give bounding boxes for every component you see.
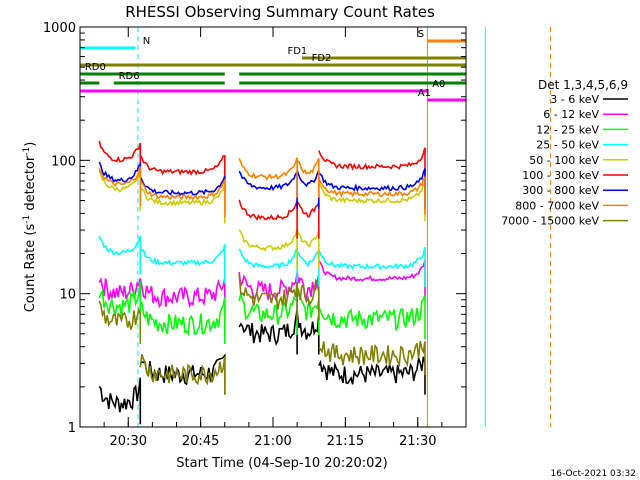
y-tick-label-3: 1000	[43, 21, 76, 36]
legend-label-8: 7000 - 15000 keV	[501, 215, 599, 228]
y-tick-label-2: 100	[51, 154, 76, 169]
legend-label-7: 800 - 7000 keV	[515, 199, 599, 212]
x-tick-label-4: 21:30	[399, 434, 436, 449]
flag-label-A0: A0	[432, 79, 445, 90]
flag-label-RD6: RD6	[119, 71, 140, 82]
chart-title: RHESSI Observing Summary Count Rates	[125, 3, 435, 21]
y-axis-label: Count Rate (s-1 detector-1)	[22, 142, 38, 313]
flag-label-RD0: RD0	[85, 62, 106, 73]
y-tick-label-0: 1	[68, 421, 76, 436]
legend-label-0: 3 - 6 keV	[550, 93, 599, 106]
legend-label-4: 50 - 100 keV	[529, 154, 599, 167]
x-axis: 20:30 20:45 21:00 21:15 21:30	[103, 27, 467, 449]
legend-label-2: 12 - 25 keV	[536, 123, 599, 136]
legend-label-1: 6 - 12 keV	[543, 108, 599, 121]
flag-label-FD1: FD1	[287, 46, 307, 57]
x-tick-label-3: 21:15	[327, 434, 364, 449]
flag-label-FD2: FD2	[312, 53, 332, 64]
legend-label-6: 300 - 800 keV	[522, 184, 599, 197]
x-axis-label: Start Time (04-Sep-10 20:20:02)	[176, 456, 387, 471]
legend: 3 - 6 keV 6 - 12 keV 12 - 25 keV 25 - 50 ke…	[501, 93, 628, 228]
timestamp: 16-Oct-2021 03:32	[551, 469, 636, 479]
flag-label-N: N	[143, 36, 150, 47]
series-line-5	[98, 140, 426, 239]
legend-title: Det 1,3,4,5,6,9	[538, 78, 628, 92]
series-line-7	[98, 157, 426, 218]
x-tick-label-1: 20:45	[182, 434, 219, 449]
series-line-3	[98, 235, 426, 288]
series-line-1	[98, 259, 426, 318]
x-tick-label-0: 20:30	[110, 434, 147, 449]
legend-label-5: 100 - 300 keV	[522, 169, 599, 182]
series-line-2	[98, 281, 426, 344]
x-tick-label-2: 21:00	[254, 434, 291, 449]
flag-label-A1: A1	[418, 88, 431, 99]
y-axis: 1 10 100 1000	[43, 21, 466, 436]
series-line-6	[98, 161, 426, 214]
flag-label-S: S	[418, 29, 424, 40]
series-line-0	[98, 309, 426, 425]
y-tick-label-1: 10	[59, 288, 76, 303]
series-line-8	[98, 273, 426, 395]
legend-label-3: 25 - 50 keV	[536, 139, 599, 152]
series-line-4	[98, 170, 426, 269]
